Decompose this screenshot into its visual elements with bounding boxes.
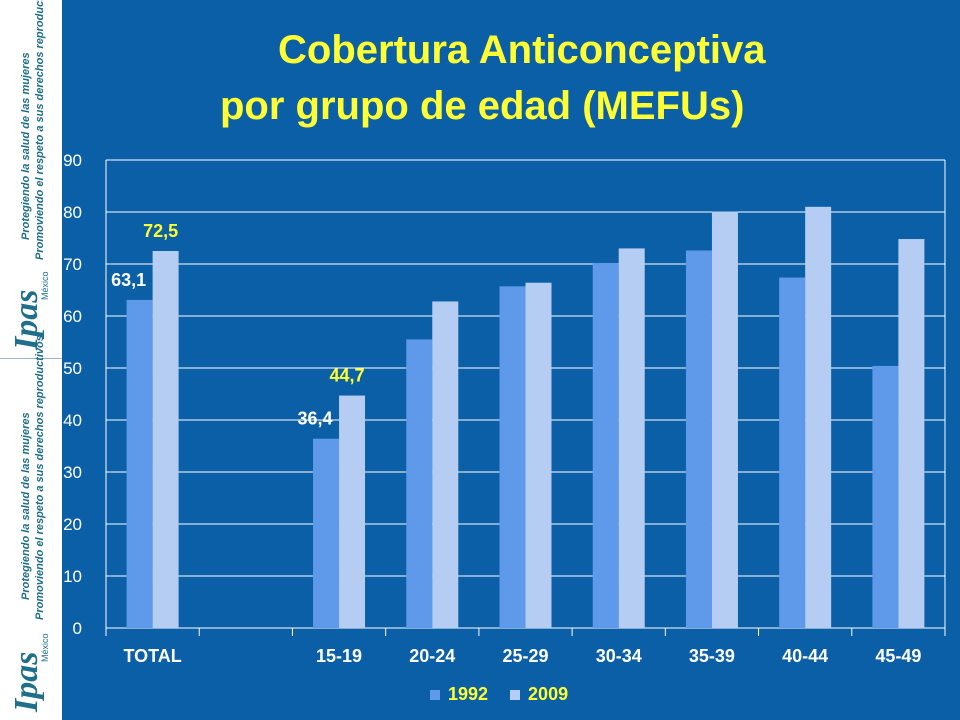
data-label: 44,7	[330, 366, 365, 386]
y-tick-label: 90	[63, 151, 82, 170]
brand-block-top: Ipas México Protegiendo la salud de las …	[0, 0, 62, 359]
chart-title: Cobertura Anticonceptiva por grupo de ed…	[110, 22, 930, 134]
y-tick-label: 40	[63, 411, 82, 430]
x-tick-label: 15-19	[316, 646, 362, 666]
bar-1992-15-19	[313, 438, 340, 628]
bar-1992-TOTAL	[126, 299, 153, 628]
x-tick-label: 25-29	[502, 646, 548, 666]
y-tick-label: 70	[63, 255, 82, 274]
legend-label-2009: 2009	[528, 684, 569, 704]
x-tick-label: 30-34	[596, 646, 642, 666]
bar-1992-25-29	[499, 286, 526, 628]
bar-1992-40-44	[779, 277, 806, 628]
bar-2009-TOTAL	[152, 251, 179, 628]
x-tick-label: TOTAL	[123, 646, 181, 666]
chart-title-line-2: por grupo de edad (MEFUs)	[220, 84, 745, 128]
brand-strip: Ipas México Protegiendo la salud de las …	[0, 0, 62, 720]
data-label: 63,1	[111, 270, 146, 290]
bar-2009-25-29	[525, 282, 552, 628]
y-tick-label: 20	[63, 515, 82, 534]
y-tick-label: 80	[63, 203, 82, 222]
chart-title-line-1: Cobertura Anticonceptiva	[278, 28, 766, 72]
legend-label-1992: 1992	[448, 684, 489, 704]
bar-1992-20-24	[406, 339, 433, 628]
y-tick-label: 0	[73, 619, 82, 638]
data-label: 72,5	[143, 221, 178, 241]
bar-1992-45-49	[872, 365, 899, 628]
bar-1992-35-39	[685, 250, 712, 629]
y-tick-label: 60	[63, 307, 82, 326]
bar-1992-30-34	[592, 262, 619, 628]
bar-2009-45-49	[898, 239, 925, 629]
bar-2009-30-34	[618, 248, 645, 628]
x-tick-label: 20-24	[409, 646, 455, 666]
bar-2009-15-19	[339, 395, 366, 628]
y-tick-label: 30	[63, 463, 82, 482]
bar-2009-20-24	[432, 301, 459, 628]
legend-swatch-1992	[430, 689, 440, 700]
bar-2009-40-44	[805, 206, 832, 629]
x-tick-label: 40-44	[782, 646, 828, 666]
legend-item-2009: 2009	[510, 684, 568, 705]
legend-swatch-2009	[510, 689, 521, 700]
x-tick-label: 35-39	[689, 646, 735, 666]
y-tick-label: 50	[63, 359, 82, 378]
chart-legend: 1992 2009	[430, 684, 568, 705]
data-label: 36,4	[298, 409, 333, 429]
bar-2009-35-39	[711, 211, 738, 629]
y-tick-label: 10	[63, 567, 82, 586]
legend-item-1992: 1992	[430, 684, 488, 705]
x-tick-label: 45-49	[875, 646, 921, 666]
